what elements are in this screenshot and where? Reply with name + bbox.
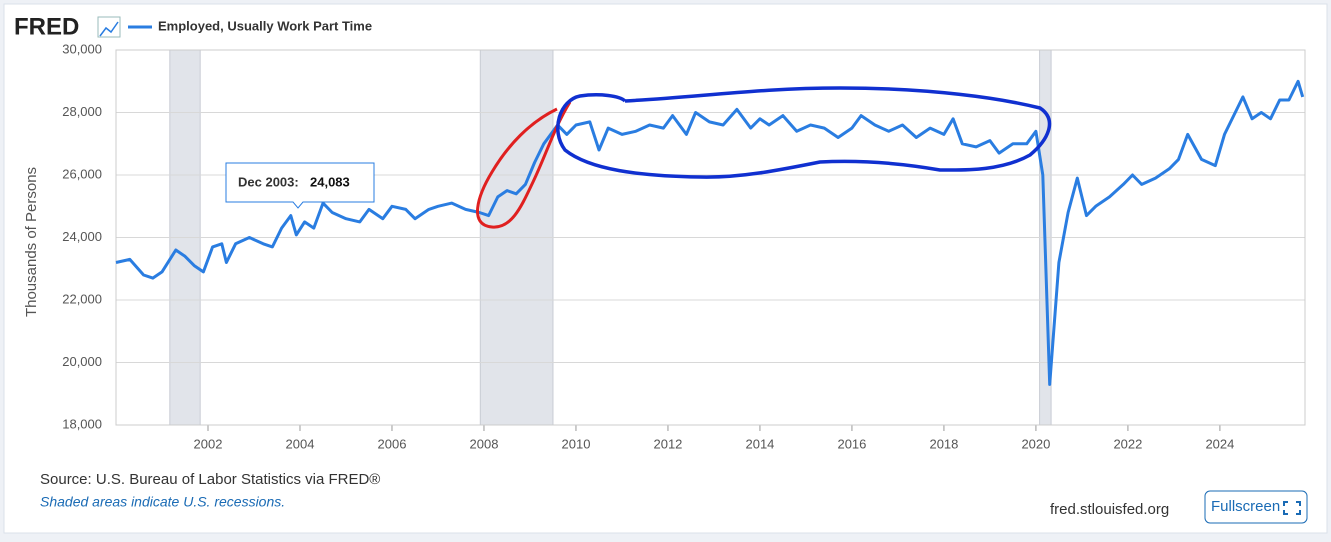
series-line xyxy=(115,79,1305,386)
recession-note: Shaded areas indicate U.S. recessions. xyxy=(40,494,285,510)
plot-border xyxy=(115,49,1306,426)
frame xyxy=(3,3,1328,534)
x-tick-label: 2024 xyxy=(1205,436,1234,451)
y-tick-label: 24,000 xyxy=(62,229,102,244)
fullscreen-icon[interactable] xyxy=(1283,501,1301,515)
site-link: fred.stlouisfed.org xyxy=(1050,501,1169,518)
tooltip-box xyxy=(225,162,375,209)
x-tick-label: 2012 xyxy=(653,436,682,451)
x-tick-label: 2002 xyxy=(194,436,223,451)
y-tick-label: 22,000 xyxy=(62,291,102,306)
y-tick-label: 30,000 xyxy=(62,41,102,56)
x-tick-label: 2010 xyxy=(562,436,591,451)
red-annotation xyxy=(476,101,572,229)
y-tick-label: 28,000 xyxy=(62,104,102,119)
logo-icon xyxy=(99,21,119,37)
x-tick-label: 2020 xyxy=(1021,436,1050,451)
y-axis-label: Thousands of Persons xyxy=(23,167,40,317)
x-tick-label: 2008 xyxy=(470,436,499,451)
fullscreen-button[interactable] xyxy=(1204,490,1308,524)
logo: FRED xyxy=(14,13,79,40)
y-tick-label: 18,000 xyxy=(62,416,102,431)
x-tick-label: 2004 xyxy=(286,436,315,451)
x-tick-label: 2022 xyxy=(1113,436,1142,451)
tooltip-value: 24,083 xyxy=(310,174,350,189)
x-tick-label: 2016 xyxy=(837,436,866,451)
logo-box xyxy=(97,16,121,38)
fullscreen-label[interactable]: Fullscreen xyxy=(1211,498,1280,515)
y-tick-label: 26,000 xyxy=(62,166,102,181)
y-tick-label: 20,000 xyxy=(62,354,102,369)
tooltip: Dec 2003: 24,083 xyxy=(225,162,375,209)
x-tick-label: 2014 xyxy=(745,436,774,451)
x-tick-label: 2018 xyxy=(929,436,958,451)
legend-label: Employed, Usually Work Part Time xyxy=(158,18,372,33)
x-tick-label: 2006 xyxy=(378,436,407,451)
source: Source: U.S. Bureau of Labor Statistics … xyxy=(40,471,380,488)
blue-annotation xyxy=(556,86,1052,179)
tooltip-date: Dec 2003: xyxy=(238,174,299,189)
